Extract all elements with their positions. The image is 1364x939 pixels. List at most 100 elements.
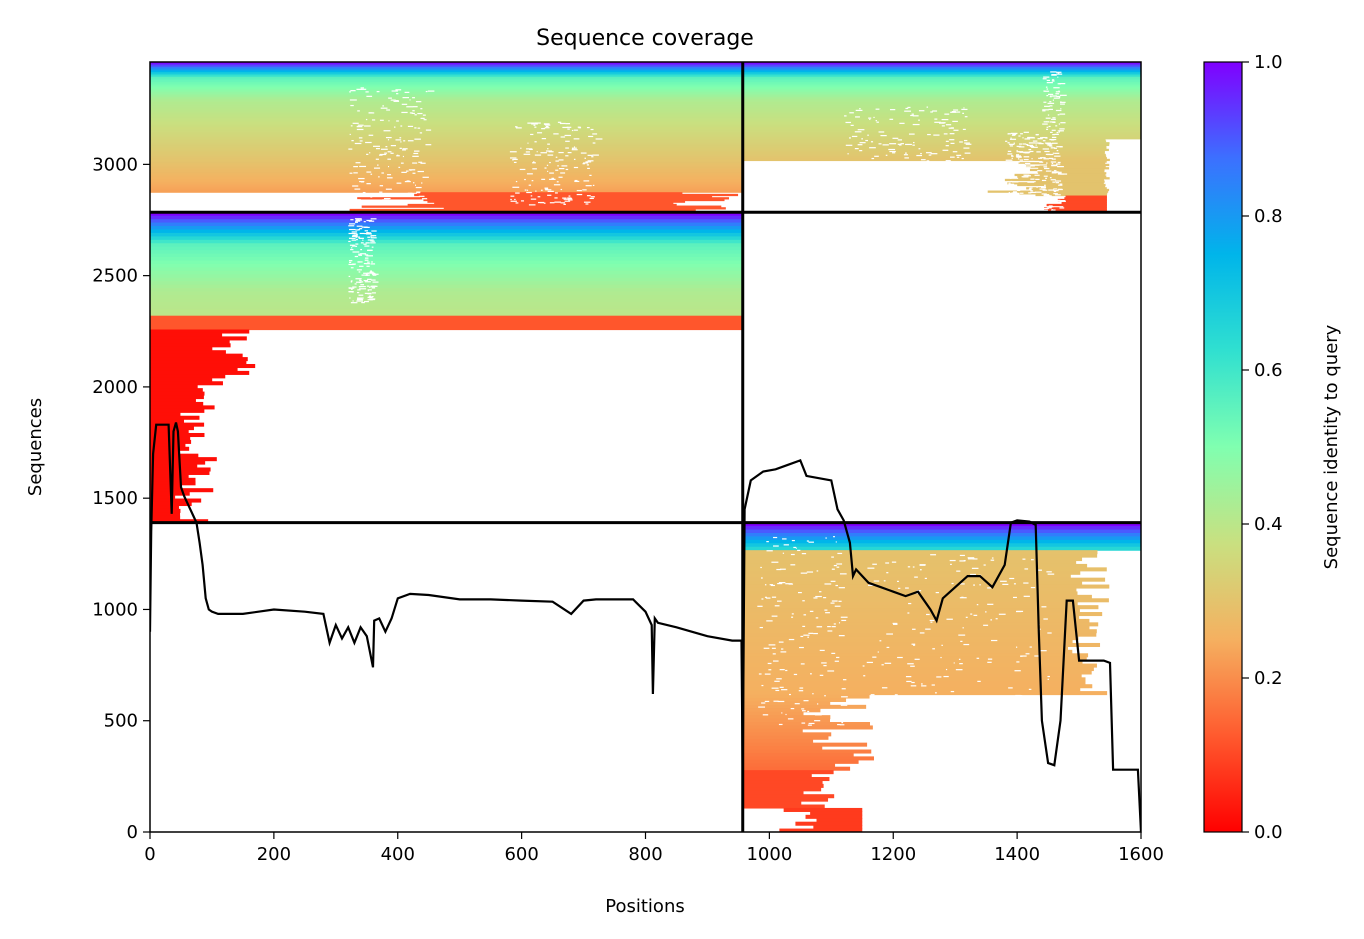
gap-mark bbox=[906, 680, 912, 683]
gap-mark bbox=[1029, 145, 1035, 148]
gap-mark bbox=[412, 97, 415, 99]
gap-mark bbox=[912, 176, 914, 178]
gap-mark bbox=[541, 178, 546, 180]
heatmap-row bbox=[742, 158, 1110, 162]
gap-mark bbox=[406, 106, 414, 108]
gap-mark bbox=[365, 141, 372, 144]
y-axis-label: Sequences bbox=[25, 398, 46, 496]
gap-mark bbox=[562, 197, 567, 199]
gap-mark bbox=[1018, 202, 1024, 204]
gap-mark bbox=[1030, 191, 1036, 194]
gap-mark bbox=[540, 152, 548, 154]
gap-mark bbox=[363, 243, 367, 245]
gap-mark bbox=[370, 240, 372, 242]
gap-mark bbox=[830, 580, 836, 582]
gap-mark bbox=[396, 182, 402, 184]
gap-mark bbox=[530, 198, 537, 200]
heatmap-row bbox=[742, 75, 1141, 78]
gap-mark bbox=[922, 180, 930, 183]
gap-mark bbox=[1043, 194, 1050, 196]
gap-mark bbox=[421, 198, 428, 200]
gap-mark bbox=[1054, 152, 1060, 154]
heatmap-row bbox=[150, 83, 743, 86]
gap-mark bbox=[413, 152, 419, 155]
gap-mark bbox=[1047, 102, 1055, 104]
gap-mark bbox=[1037, 170, 1043, 172]
heatmap-row bbox=[150, 408, 205, 413]
heatmap-row bbox=[1019, 192, 1108, 195]
x-tick-label: 1600 bbox=[1118, 844, 1164, 865]
gap-mark bbox=[555, 160, 559, 162]
gap-mark bbox=[845, 121, 852, 124]
gap-mark bbox=[857, 170, 863, 172]
gap-mark bbox=[1039, 204, 1041, 206]
gap-mark bbox=[952, 151, 958, 153]
heatmap-row bbox=[742, 107, 1141, 110]
gap-mark bbox=[537, 196, 541, 198]
heatmap-row bbox=[1057, 198, 1107, 202]
gap-mark bbox=[907, 106, 911, 109]
gap-mark bbox=[800, 635, 804, 638]
gap-mark bbox=[1027, 181, 1035, 183]
gap-mark bbox=[1025, 653, 1030, 655]
gap-mark bbox=[366, 265, 370, 267]
heatmap-row bbox=[742, 660, 1083, 665]
heatmap-row bbox=[150, 182, 743, 185]
gap-mark bbox=[391, 90, 398, 92]
gap-mark bbox=[1042, 189, 1048, 191]
gap-mark bbox=[510, 195, 515, 197]
gap-mark bbox=[976, 604, 979, 606]
gap-mark bbox=[553, 184, 561, 186]
gap-mark bbox=[771, 687, 779, 689]
gap-mark bbox=[357, 229, 361, 231]
gap-mark bbox=[882, 172, 884, 174]
gap-mark bbox=[919, 569, 922, 571]
heatmap-row bbox=[742, 701, 831, 706]
gap-mark bbox=[1049, 145, 1053, 147]
gap-mark bbox=[824, 583, 832, 585]
gap-mark bbox=[356, 238, 358, 241]
heatmap-row bbox=[742, 77, 1141, 80]
gap-mark bbox=[1051, 209, 1054, 211]
gap-mark bbox=[356, 297, 364, 299]
heatmap-row bbox=[742, 553, 1098, 558]
gap-mark bbox=[366, 153, 369, 155]
gap-mark bbox=[359, 279, 362, 282]
gap-mark bbox=[363, 262, 367, 265]
gap-mark bbox=[785, 713, 787, 716]
gap-mark bbox=[1059, 96, 1061, 99]
heatmap-row bbox=[150, 219, 743, 224]
gap-mark bbox=[959, 663, 963, 665]
gap-mark bbox=[766, 620, 773, 622]
heatmap-row bbox=[742, 142, 1110, 145]
gap-mark bbox=[527, 142, 529, 144]
gap-mark bbox=[400, 141, 402, 143]
heatmap-row bbox=[742, 677, 1086, 682]
gap-mark bbox=[1028, 160, 1035, 163]
gap-mark bbox=[916, 590, 922, 592]
gap-mark bbox=[1046, 571, 1052, 573]
gap-mark bbox=[1046, 198, 1054, 200]
gap-mark bbox=[1036, 198, 1043, 200]
gap-mark bbox=[366, 95, 373, 97]
gap-mark bbox=[943, 133, 948, 135]
gap-mark bbox=[355, 245, 358, 247]
gap-mark bbox=[1008, 183, 1015, 185]
gap-mark bbox=[905, 176, 911, 178]
gap-mark bbox=[375, 148, 380, 150]
gap-mark bbox=[949, 700, 953, 702]
gap-mark bbox=[972, 558, 978, 560]
gap-mark bbox=[831, 626, 836, 628]
gap-mark bbox=[879, 640, 882, 642]
gap-mark bbox=[987, 658, 993, 660]
gap-mark bbox=[584, 157, 586, 159]
gap-mark bbox=[1053, 188, 1058, 190]
gap-mark bbox=[353, 166, 358, 168]
gap-mark bbox=[1043, 158, 1050, 160]
gap-mark bbox=[941, 125, 945, 127]
gap-mark bbox=[841, 696, 848, 698]
heatmap-row bbox=[742, 143, 1110, 147]
gap-mark bbox=[963, 139, 968, 142]
heatmap-row bbox=[150, 453, 199, 458]
gap-mark bbox=[520, 200, 525, 202]
